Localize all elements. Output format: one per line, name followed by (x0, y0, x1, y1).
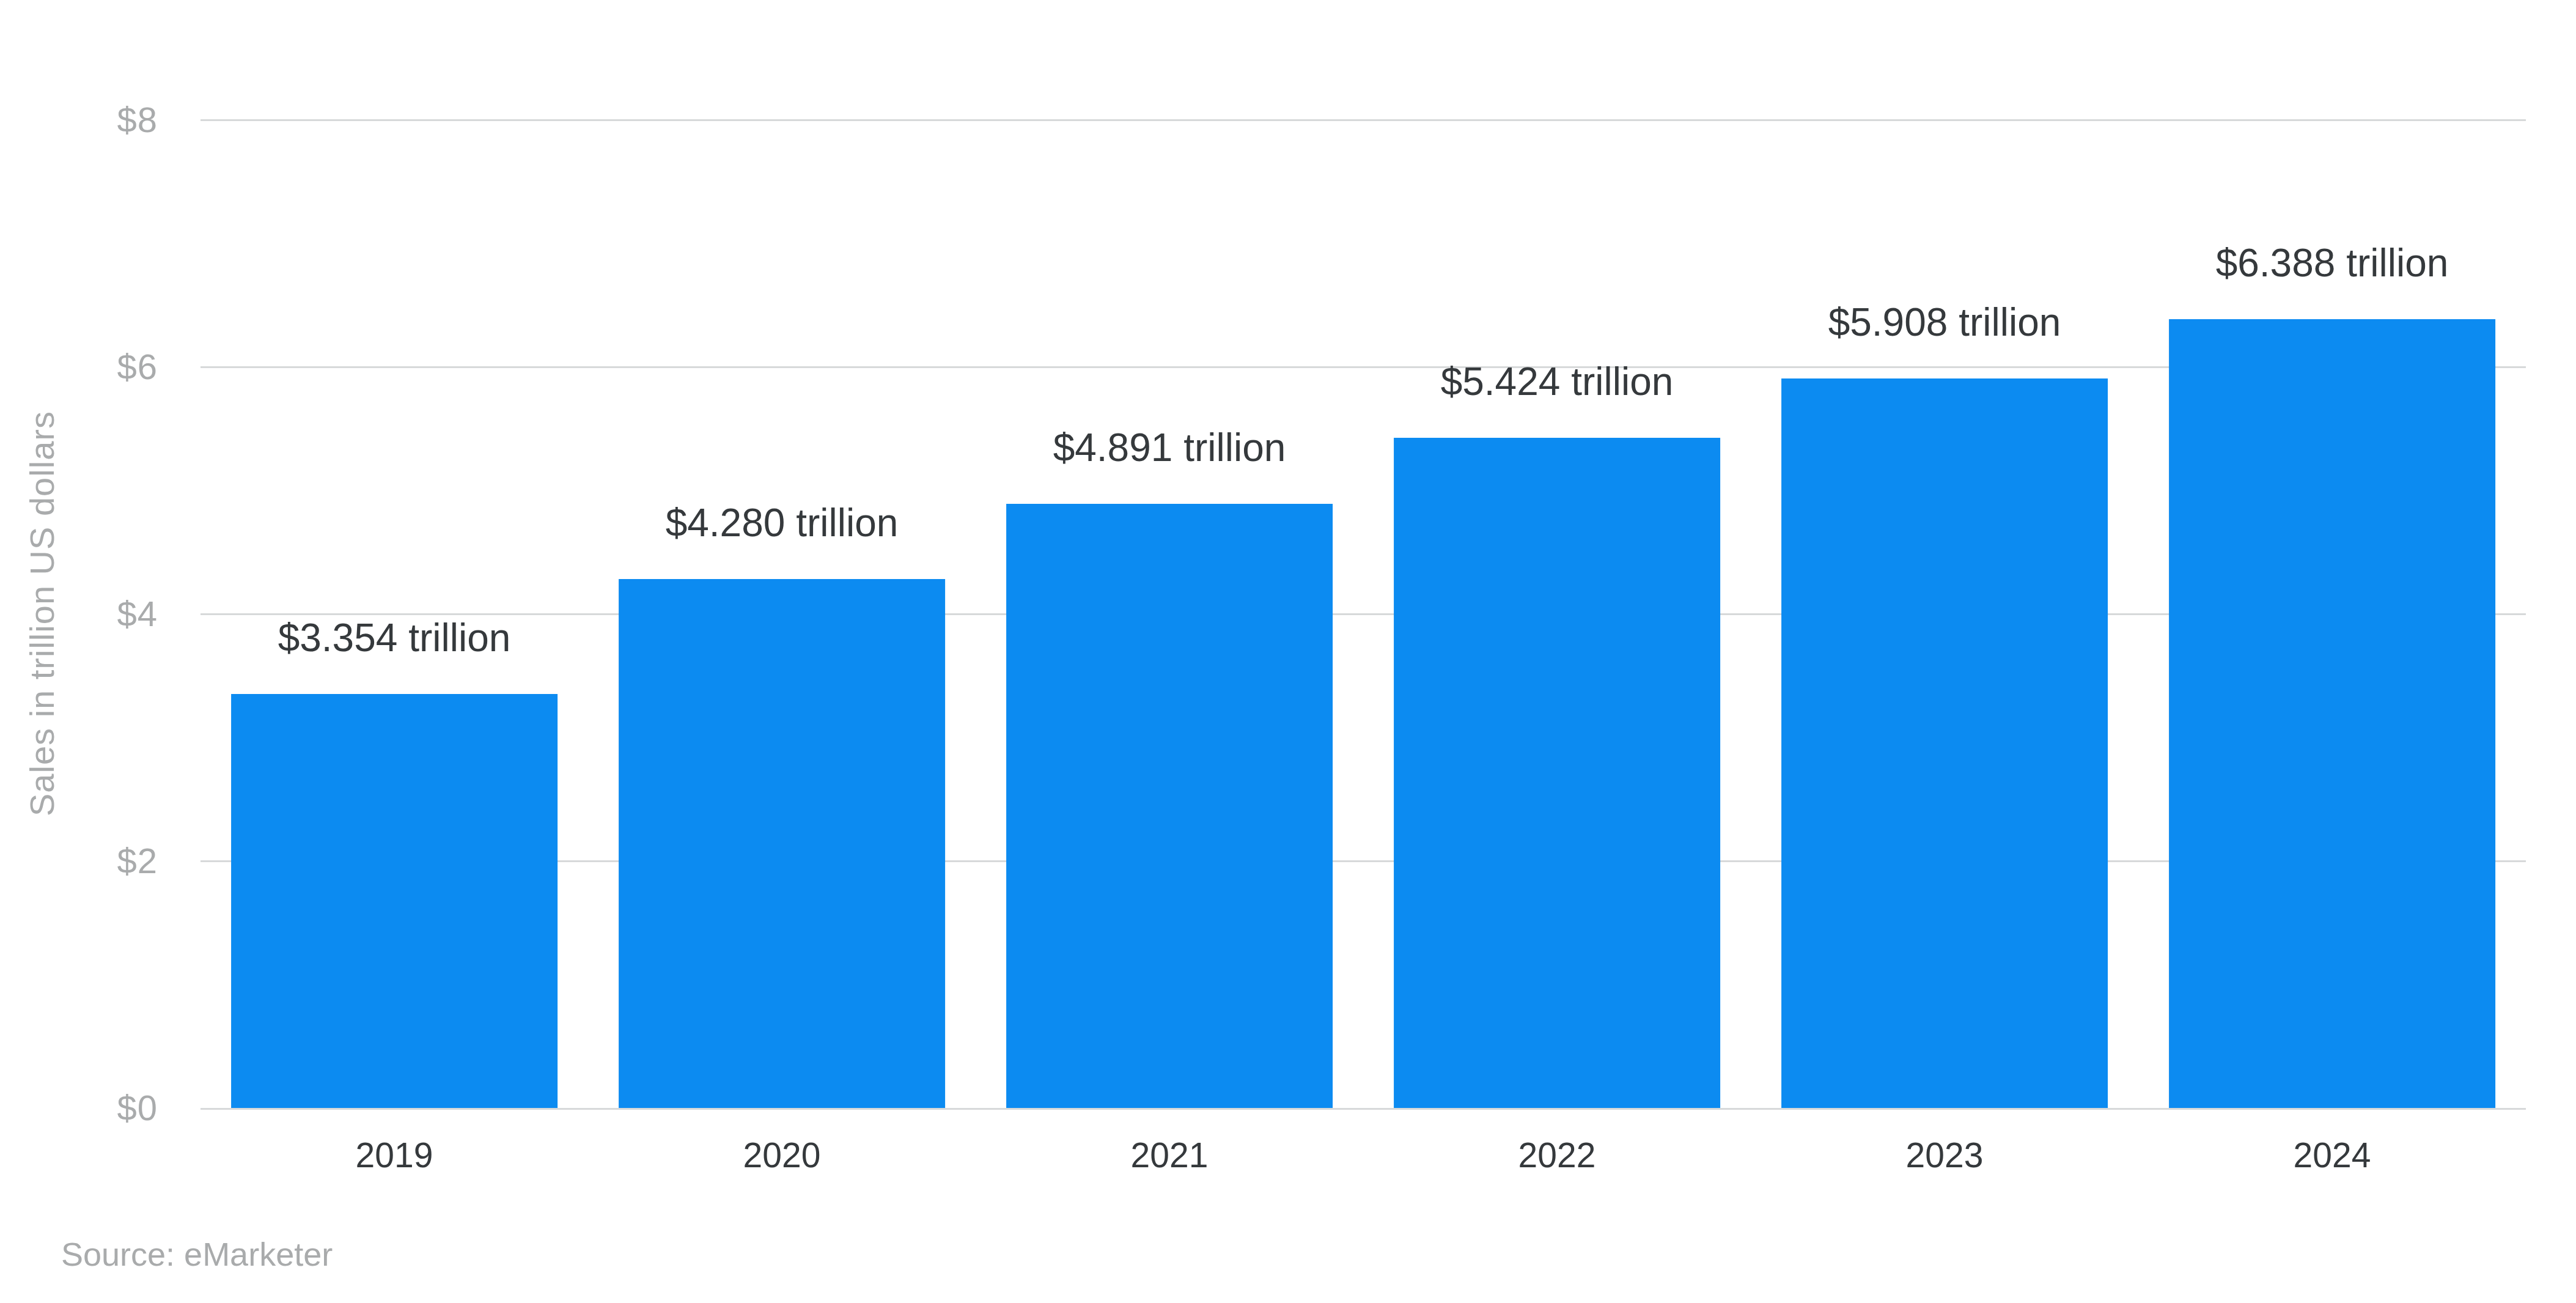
bar-slot-2022: $5.424 trillion2022 (1363, 120, 1751, 1108)
gridline-0 (201, 1108, 2526, 1110)
bar-slot-2024: $6.388 trillion2024 (2138, 120, 2526, 1108)
y-tick-label: $6 (35, 342, 158, 391)
plot-area: $0$2$4$6$8$3.354 trillion2019$4.280 tril… (201, 120, 2526, 1108)
bar-2021[interactable] (1006, 504, 1333, 1108)
bar-value-label-2020: $4.280 trillion (568, 500, 996, 545)
y-tick-label: $2 (35, 836, 158, 885)
y-tick-label: $0 (35, 1083, 158, 1132)
source-caption: Source: eMarketer (61, 1233, 333, 1275)
x-axis-label-2019: 2019 (201, 1134, 588, 1176)
bar-2020[interactable] (619, 579, 945, 1108)
y-tick-label: $8 (35, 95, 158, 144)
bar-slot-2023: $5.908 trillion2023 (1751, 120, 2138, 1108)
bar-value-label-2024: $6.388 trillion (2118, 240, 2546, 286)
x-axis-label-2024: 2024 (2138, 1134, 2526, 1176)
ecommerce-sales-bar-chart: Sales in trillion US dollars $0$2$4$6$8$… (0, 0, 2576, 1303)
bar-slot-2019: $3.354 trillion2019 (201, 120, 588, 1108)
bar-2019[interactable] (231, 694, 558, 1109)
bar-2024[interactable] (2169, 319, 2495, 1108)
bar-value-label-2019: $3.354 trillion (180, 615, 608, 660)
bar-slot-2021: $4.891 trillion2021 (976, 120, 1363, 1108)
bar-slot-2020: $4.280 trillion2020 (588, 120, 976, 1108)
bar-value-label-2023: $5.908 trillion (1731, 300, 2158, 345)
bar-2022[interactable] (1394, 438, 1720, 1108)
y-tick-label: $4 (35, 589, 158, 638)
x-axis-label-2021: 2021 (976, 1134, 1363, 1176)
bar-value-label-2021: $4.891 trillion (955, 425, 1383, 470)
bar-value-label-2022: $5.424 trillion (1343, 359, 1771, 404)
x-axis-label-2020: 2020 (588, 1134, 976, 1176)
x-axis-label-2023: 2023 (1751, 1134, 2138, 1176)
bar-2023[interactable] (1781, 378, 2108, 1108)
x-axis-label-2022: 2022 (1363, 1134, 1751, 1176)
